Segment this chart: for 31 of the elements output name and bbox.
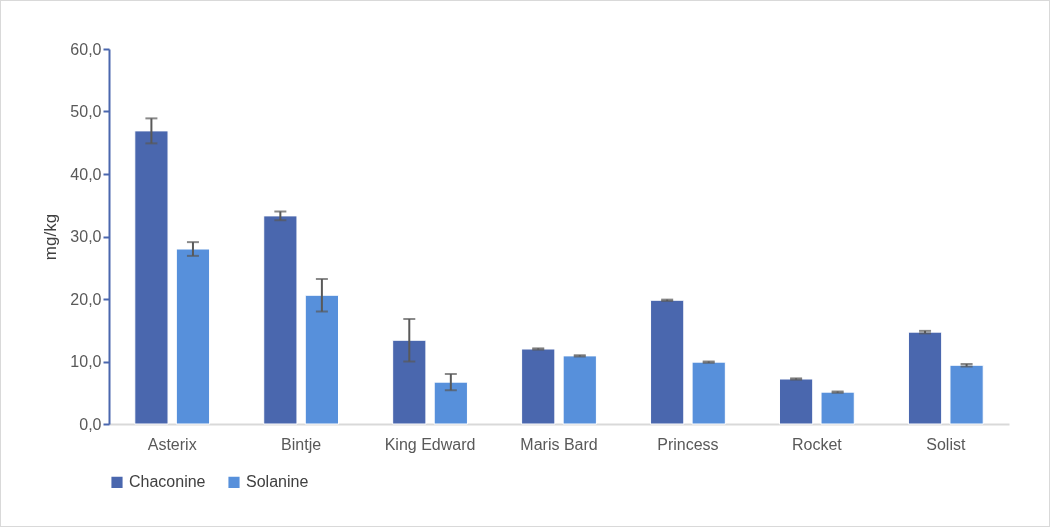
x-tick-label: Princess: [657, 435, 719, 453]
y-tick-label: 50,0: [70, 103, 102, 120]
bar: [263, 215, 298, 425]
bar: [650, 299, 685, 425]
bar: [134, 130, 169, 425]
legend-label: Solanine: [246, 473, 309, 491]
bar: [433, 381, 468, 425]
x-tick-label: Solist: [926, 435, 966, 453]
x-tick-label: Bintje: [281, 435, 322, 453]
x-tick-label: Asterix: [147, 435, 197, 453]
bar: [949, 364, 984, 425]
legend-label: Chaconine: [129, 473, 206, 491]
y-tick-label: 30,0: [70, 228, 102, 245]
bar: [562, 355, 597, 425]
bar: [907, 331, 943, 425]
y-axis-title: mg/kg: [41, 213, 61, 261]
bar: [521, 348, 556, 425]
x-tick-label: King Edward: [384, 435, 476, 453]
y-tick-label: 60,0: [70, 40, 102, 58]
y-tick-label: 20,0: [70, 290, 102, 308]
x-tick-label: Maris Bard: [520, 435, 598, 453]
bar: [778, 378, 814, 425]
x-tick-label: Rocket: [791, 435, 843, 453]
bar: [175, 248, 211, 425]
bar: [691, 361, 726, 425]
bar: [820, 391, 855, 425]
y-tick-label: 10,0: [70, 353, 102, 370]
y-tick-label: 0,0: [79, 415, 102, 433]
y-tick-label: 40,0: [70, 165, 102, 183]
bar: [304, 294, 340, 425]
bar: [392, 339, 427, 425]
